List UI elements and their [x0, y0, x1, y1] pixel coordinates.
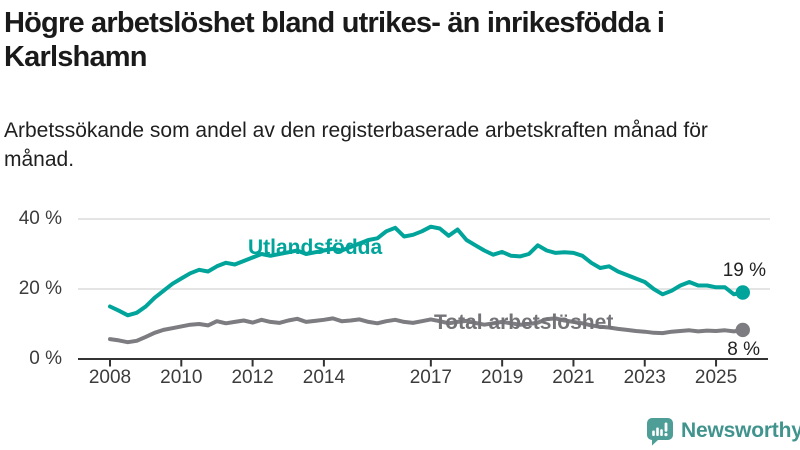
- newsworthy-wordmark: Newsworthy: [681, 419, 800, 442]
- chart-subtitle: Arbetssökande som andel av den registerb…: [4, 119, 708, 171]
- series-label-total-arbetsloshet: Total arbetslöshet: [434, 311, 614, 334]
- x-tick-label: 2025: [694, 367, 738, 388]
- x-tick-label: 2010: [160, 367, 203, 388]
- x-tick-label: 2017: [409, 367, 452, 388]
- page-title: Högre arbetslöshet bland utrikes- än inr…: [4, 7, 665, 73]
- x-tick-label: 2014: [302, 367, 346, 388]
- y-tick-label: 40 %: [18, 208, 62, 229]
- end-dot-total: [735, 322, 750, 338]
- y-tick-label: 20 %: [18, 278, 62, 299]
- x-tick-label: 2012: [231, 367, 274, 388]
- line-utlandsfodda: [108, 224, 745, 318]
- newsworthy-icon: [647, 417, 673, 445]
- x-tick-label: 2019: [481, 367, 524, 388]
- line-total: [108, 316, 745, 345]
- end-value-label-total: 8 %: [727, 339, 760, 360]
- series-label-utlandsfodda: Utlandsfödda: [248, 236, 383, 259]
- x-tick-label: 2023: [623, 367, 666, 388]
- y-tick-label: 0 %: [29, 348, 62, 369]
- end-dot-utlandsfodda: [735, 285, 750, 300]
- newsworthy-logo[interactable]: Newsworthy: [646, 416, 800, 446]
- end-value-label-utlandsfodda: 19 %: [722, 260, 766, 281]
- x-tick-label: 2021: [552, 367, 595, 388]
- x-tick-label: 2008: [88, 367, 132, 388]
